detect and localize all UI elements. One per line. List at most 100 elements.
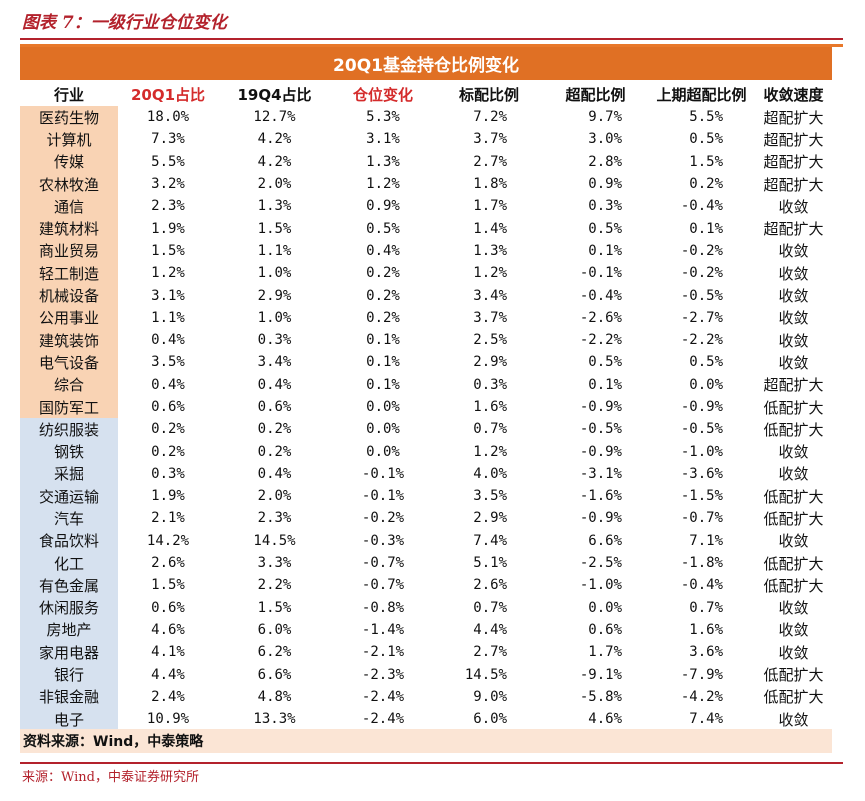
- q1-share-cell: 1.9%: [151, 488, 185, 505]
- position-change-cell: 5.3%: [366, 109, 400, 126]
- industry-cell: 建筑材料: [20, 217, 118, 240]
- overweight-cell: -2.5%: [579, 555, 622, 572]
- table-row: 通信 2.3% 1.3% 0.9% 1.7% 0.3% -0.4% 收敛: [20, 195, 832, 218]
- standard-weight-cell: 3.4%: [473, 287, 507, 304]
- table-source-note: 资料来源：Wind，中泰策略: [20, 729, 832, 753]
- table-row: 机械设备 3.1% 2.9% 0.2% 3.4% -0.4% -0.5% 收敛: [20, 284, 832, 307]
- overweight-cell: -1.6%: [579, 488, 622, 505]
- prev-overweight-cell: -0.4%: [680, 577, 723, 594]
- convergence-speed-cell: 收敛: [778, 197, 809, 216]
- standard-weight-cell: 0.3%: [473, 376, 507, 393]
- table-row: 综合 0.4% 0.4% 0.1% 0.3% 0.1% 0.0% 超配扩大: [20, 373, 832, 396]
- column-header-standard: 标配比例: [458, 85, 519, 104]
- convergence-speed-cell: 收敛: [778, 710, 809, 729]
- position-change-cell: 0.9%: [366, 198, 400, 215]
- prev-overweight-cell: 0.0%: [689, 376, 723, 393]
- top-divider: [20, 38, 843, 40]
- standard-weight-cell: 1.2%: [473, 265, 507, 282]
- position-change-cell: -0.2%: [361, 510, 405, 527]
- q1-share-cell: 3.1%: [151, 287, 185, 304]
- standard-weight-cell: 2.9%: [473, 510, 507, 527]
- q1-share-cell: 2.6%: [151, 555, 185, 572]
- convergence-speed-cell: 低配扩大: [763, 509, 824, 528]
- q4-share-cell: 1.0%: [257, 265, 292, 282]
- q1-share-cell: 0.2%: [151, 421, 185, 438]
- position-change-cell: 0.0%: [366, 399, 400, 415]
- table-row: 公用事业 1.1% 1.0% 0.2% 3.7% -2.6% -2.7% 收敛: [20, 306, 832, 329]
- table-row: 采掘 0.3% 0.4% -0.1% 4.0% -3.1% -3.6% 收敛: [20, 462, 832, 486]
- standard-weight-cell: 1.3%: [473, 242, 507, 259]
- table-row: 有色金属 1.5% 2.2% -0.7% 2.6% -1.0% -0.4% 低配扩大: [20, 574, 832, 597]
- overweight-cell: -5.8%: [579, 688, 622, 705]
- table-row: 轻工制造 1.2% 1.0% 0.2% 1.2% -0.1% -0.2% 收敛: [20, 262, 832, 285]
- q4-share-cell: 1.5%: [257, 220, 292, 237]
- standard-weight-cell: 14.5%: [464, 666, 507, 683]
- position-change-cell: -2.1%: [361, 644, 405, 661]
- overweight-cell: 0.6%: [588, 621, 622, 638]
- convergence-speed-cell: 低配扩大: [763, 420, 824, 439]
- standard-weight-cell: 3.7%: [473, 131, 507, 148]
- prev-overweight-cell: -1.0%: [680, 443, 723, 460]
- q4-share-cell: 0.4%: [257, 376, 292, 393]
- convergence-speed-cell: 收敛: [778, 443, 809, 462]
- table-row: 电气设备 3.5% 3.4% 0.1% 2.9% 0.5% 0.5% 收敛: [20, 351, 832, 374]
- convergence-speed-cell: 收敛: [778, 331, 809, 350]
- convergence-speed-cell: 收敛: [778, 532, 809, 551]
- table-title: 20Q1基金持仓比例变化: [20, 47, 832, 80]
- column-header-row: 行业 20Q1占比 19Q4占比 仓位变化 标配比例 超配比例 上期超配比例 收…: [20, 82, 832, 106]
- prev-overweight-cell: -0.9%: [680, 399, 723, 415]
- overweight-cell: -0.9%: [579, 443, 622, 460]
- column-header-19q4: 19Q4占比: [237, 85, 312, 104]
- table-row: 银行 4.4% 6.6% -2.3% 14.5% -9.1% -7.9% 低配扩大: [20, 663, 832, 686]
- standard-weight-cell: 0.7%: [473, 599, 507, 616]
- q1-share-cell: 1.5%: [151, 242, 185, 259]
- convergence-speed-cell: 收敛: [778, 264, 809, 283]
- overweight-cell: 0.5%: [588, 220, 622, 237]
- convergence-speed-cell: 低配扩大: [763, 398, 824, 417]
- overweight-cell: -0.9%: [579, 510, 622, 527]
- table-row: 食品饮料 14.2% 14.5% -0.3% 7.4% 6.6% 7.1% 收敛: [20, 529, 832, 552]
- q1-share-cell: 4.1%: [151, 644, 185, 661]
- table-row: 汽车 2.1% 2.3% -0.2% 2.9% -0.9% -0.7% 低配扩大: [20, 507, 832, 530]
- table-body: 医药生物 18.0% 12.7% 5.3% 7.2% 9.7% 5.5% 超配扩大 计算机 7.3…: [20, 106, 832, 731]
- overweight-cell: -0.9%: [579, 399, 622, 415]
- standard-weight-cell: 5.1%: [473, 555, 507, 572]
- overweight-cell: 0.5%: [588, 354, 622, 371]
- position-change-cell: -0.8%: [361, 599, 405, 616]
- standard-weight-cell: 2.9%: [473, 354, 507, 371]
- prev-overweight-cell: -0.2%: [680, 242, 723, 259]
- industry-cell: 轻工制造: [20, 262, 118, 285]
- overweight-cell: 0.1%: [588, 242, 622, 259]
- overweight-cell: 2.8%: [588, 153, 622, 170]
- industry-cell: 汽车: [20, 507, 118, 530]
- header-band-accent: [20, 44, 843, 47]
- prev-overweight-cell: -0.5%: [680, 421, 723, 438]
- table-row: 商业贸易 1.5% 1.1% 0.4% 1.3% 0.1% -0.2% 收敛: [20, 239, 832, 263]
- convergence-speed-cell: 收敛: [778, 465, 809, 484]
- position-change-cell: 3.1%: [366, 131, 400, 148]
- standard-weight-cell: 6.0%: [473, 711, 507, 728]
- convergence-speed-cell: 超配扩大: [763, 130, 824, 149]
- overweight-cell: -3.1%: [579, 465, 622, 482]
- convergence-speed-cell: 收敛: [778, 599, 809, 618]
- prev-overweight-cell: 1.6%: [689, 621, 723, 638]
- standard-weight-cell: 4.0%: [473, 465, 507, 482]
- industry-cell: 通信: [20, 195, 118, 218]
- prev-overweight-cell: -0.5%: [680, 287, 723, 304]
- overweight-cell: -9.1%: [579, 666, 622, 683]
- industry-cell: 采掘: [20, 462, 118, 486]
- position-change-cell: 0.1%: [366, 354, 400, 371]
- convergence-speed-cell: 超配扩大: [763, 220, 824, 239]
- convergence-speed-cell: 超配扩大: [763, 153, 824, 172]
- q1-share-cell: 14.2%: [146, 532, 190, 549]
- industry-cell: 交通运输: [20, 485, 118, 508]
- standard-weight-cell: 1.8%: [473, 176, 507, 193]
- industry-cell: 银行: [20, 663, 118, 686]
- position-change-cell: -0.7%: [361, 577, 405, 594]
- table-row: 交通运输 1.9% 2.0% -0.1% 3.5% -1.6% -1.5% 低配扩大: [20, 485, 832, 508]
- industry-cell: 机械设备: [20, 284, 118, 307]
- position-change-cell: -2.4%: [361, 711, 405, 728]
- position-change-cell: -0.7%: [361, 555, 405, 572]
- industry-cell: 化工: [20, 551, 118, 575]
- position-change-cell: -0.3%: [361, 532, 405, 549]
